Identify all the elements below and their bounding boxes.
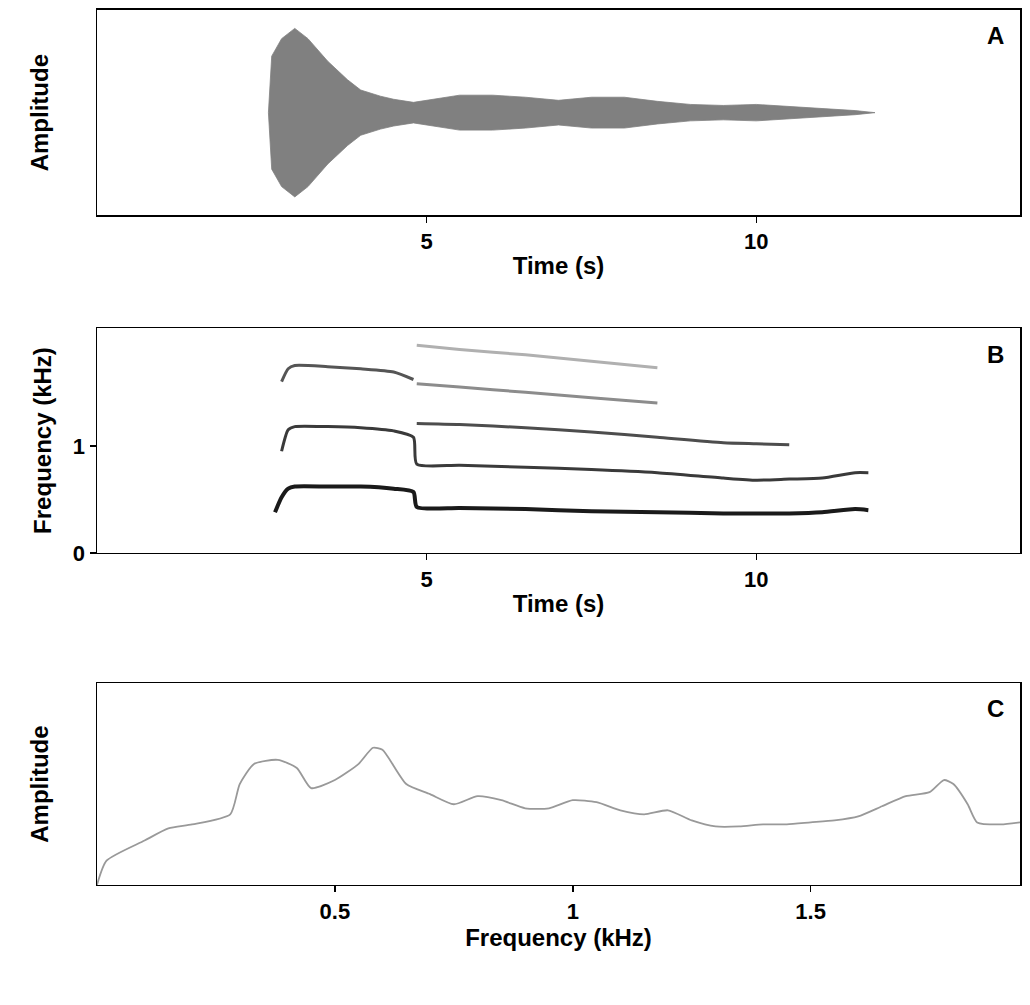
svg-text:5: 5: [421, 229, 433, 254]
svg-text:10: 10: [744, 229, 768, 254]
svg-text:Amplitude: Amplitude: [26, 54, 53, 171]
svg-text:0.5: 0.5: [320, 899, 351, 924]
svg-text:0: 0: [73, 541, 85, 566]
svg-text:C: C: [987, 695, 1004, 722]
svg-text:Frequency (kHz): Frequency (kHz): [29, 347, 56, 534]
svg-text:Time (s): Time (s): [513, 590, 605, 617]
svg-text:1: 1: [73, 434, 85, 459]
svg-text:1: 1: [567, 899, 579, 924]
svg-text:10: 10: [744, 567, 768, 592]
svg-text:Frequency (kHz): Frequency (kHz): [465, 924, 652, 951]
svg-text:1.5: 1.5: [795, 899, 826, 924]
svg-text:Amplitude: Amplitude: [26, 725, 53, 842]
svg-text:5: 5: [421, 567, 433, 592]
svg-text:A: A: [987, 22, 1004, 49]
svg-text:Time (s): Time (s): [513, 252, 605, 279]
svg-text:B: B: [987, 341, 1004, 368]
